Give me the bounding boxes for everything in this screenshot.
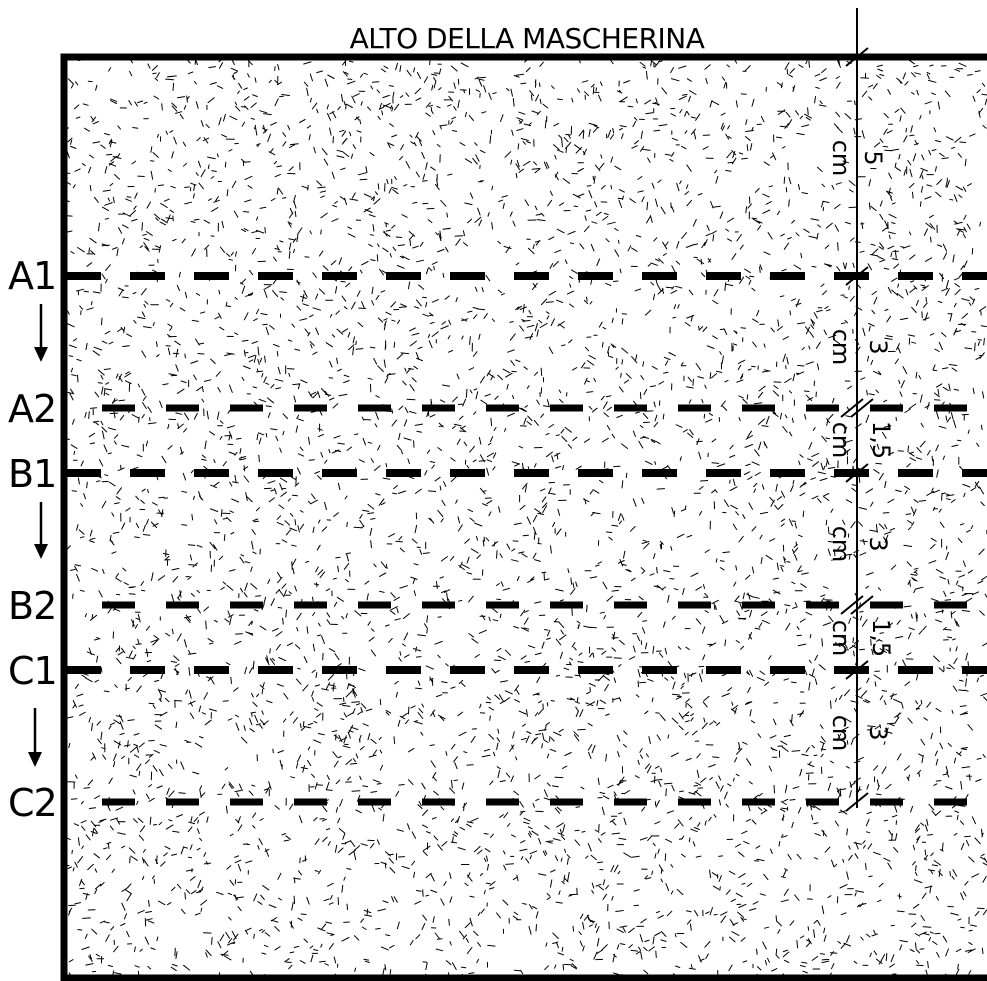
measurement-labels: 5 cm 3 cm 1,5 cm 3 cm 1,5 cm 3 [827, 140, 895, 752]
measurement-tick [840, 398, 864, 418]
diagram-title: ALTO DELLA MASCHERINA [350, 22, 705, 55]
fold-arrows [28, 304, 48, 767]
fabric-texture [66, 60, 987, 977]
measurement-5-unit: cm [827, 140, 855, 177]
row-labels: A1 A2 B1 B2 C1 C2 [8, 254, 58, 825]
measurement-3b-value: 3 [864, 536, 892, 551]
measurement-3a-unit: cm [827, 329, 855, 366]
arrow-down-icon [34, 502, 48, 559]
measurement-3a-value: 3 [864, 339, 892, 354]
measurement-tick [845, 660, 869, 680]
measurement-1-5b-unit: cm [827, 620, 855, 657]
line-label-c2: C2 [8, 781, 57, 825]
line-label-b2: B2 [8, 584, 56, 628]
arrow-down-icon [28, 708, 42, 767]
measurement-tick [850, 398, 874, 418]
measurement-tick [845, 47, 869, 67]
measurement-ticks [840, 47, 874, 812]
measurement-5-value: 5 [859, 150, 887, 165]
arrow-down-icon [34, 304, 48, 362]
measurement-tick [850, 595, 874, 615]
line-label-a1: A1 [8, 254, 56, 298]
measurement-3c-unit: cm [827, 715, 855, 752]
measurement-1-5a-unit: cm [827, 422, 855, 459]
line-label-c1: C1 [8, 649, 57, 693]
fabric-speckle [66, 60, 987, 977]
line-label-a2: A2 [8, 387, 56, 431]
measurement-3b-unit: cm [827, 526, 855, 563]
measurement-3c-value: 3 [864, 725, 892, 740]
measurement-tick [845, 792, 869, 812]
fold-lines [66, 272, 987, 806]
measurement-tick [845, 463, 869, 483]
fabric-outline [60, 53, 987, 981]
measurement-1-5a-value: 1,5 [867, 421, 895, 459]
measurement-tick [840, 595, 864, 615]
measurement-tick [845, 266, 869, 286]
line-label-b1: B1 [8, 452, 56, 496]
measurement-1-5b-value: 1,5 [867, 619, 895, 657]
